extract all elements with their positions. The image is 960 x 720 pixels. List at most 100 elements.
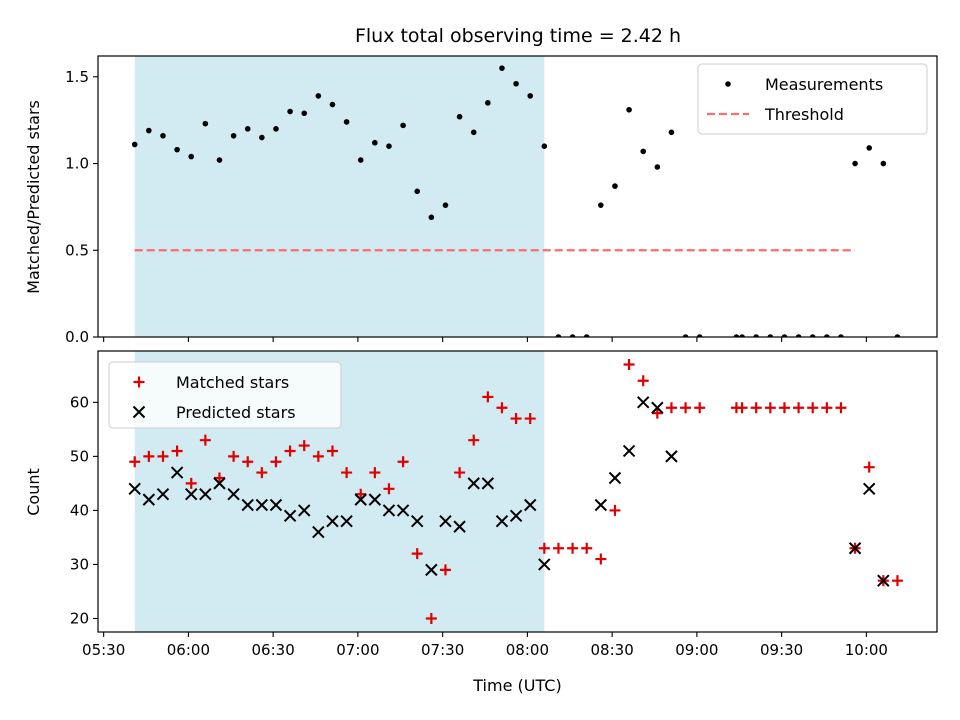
matched-stars-point-36 [637, 375, 649, 387]
predicted-stars-point-13 [312, 525, 325, 539]
measurement-point-24 [470, 129, 477, 136]
measurement-point-52 [880, 160, 887, 167]
bottom-legend: Matched stars Predicted stars [108, 361, 342, 429]
top-legend-label: Threshold [764, 105, 844, 124]
matched-stars-point-53 [891, 575, 903, 587]
measurement-point-41 [733, 334, 740, 337]
legend-measurements-marker [725, 81, 731, 87]
measurement-point-10 [273, 126, 279, 132]
matched-stars-point-47 [807, 402, 819, 414]
measurement-point-16 [357, 157, 364, 163]
xtick-label: 06:00 [167, 641, 210, 659]
measurement-point-45 [781, 334, 788, 337]
measurement-point-47 [809, 334, 816, 337]
matched-stars-point-30 [552, 542, 564, 554]
predicted-stars-point-32 [622, 444, 636, 458]
measurement-point-9 [259, 134, 265, 141]
matched-stars-point-0 [129, 456, 141, 468]
matched-stars-point-14 [326, 445, 338, 457]
top-data [131, 65, 901, 337]
matched-stars-point-17 [369, 467, 381, 479]
top-ytick-label: 1.0 [65, 155, 89, 173]
measurement-point-1 [146, 127, 152, 134]
measurement-point-23 [456, 113, 463, 120]
measurement-point-17 [372, 139, 378, 146]
matched-stars-point-48 [821, 402, 833, 414]
top-ylabel: Matched/Predicted stars [24, 100, 43, 294]
matched-stars-point-29 [538, 542, 550, 554]
measurement-point-53 [894, 334, 901, 337]
xtick-label: 08:30 [591, 641, 634, 659]
bottom-ytick-label: 30 [70, 555, 89, 573]
predicted-stars-point-14 [326, 515, 339, 528]
bottom-legend-box [108, 361, 342, 429]
predicted-stars-point-4 [185, 487, 198, 501]
predicted-stars-point-12 [298, 504, 311, 517]
matched-stars-point-44 [764, 402, 776, 414]
measurement-point-5 [202, 120, 209, 127]
predicted-stars-point-38 [877, 574, 890, 587]
measurement-point-33 [598, 202, 604, 208]
predicted-stars-point-21 [425, 563, 438, 577]
measurement-point-13 [315, 93, 322, 99]
predicted-stars-point-28 [524, 498, 537, 512]
xtick-label: 05:30 [82, 641, 125, 659]
predicted-stars-point-29 [538, 558, 551, 571]
measurement-point-6 [216, 157, 223, 163]
matched-stars-point-26 [496, 402, 508, 414]
measurement-point-49 [838, 334, 844, 337]
predicted-stars-point-9 [255, 498, 269, 512]
measurement-point-36 [640, 148, 647, 155]
measurement-point-4 [188, 153, 195, 160]
predicted-stars-point-37 [862, 482, 876, 496]
bottom-axes-frame [97, 350, 938, 633]
matched-stars-point-32 [581, 542, 593, 554]
measurement-point-14 [329, 101, 336, 108]
bottom-ytick-label: 40 [70, 501, 89, 519]
top-axes-frame [97, 55, 938, 338]
matched-stars-point-23 [454, 467, 466, 479]
bottom-legend-label: Predicted stars [176, 403, 296, 422]
measurement-point-50 [852, 160, 858, 167]
measurement-point-46 [795, 334, 802, 337]
measurement-point-29 [541, 143, 548, 149]
xtick-label: 08:00 [506, 641, 549, 659]
measurement-point-21 [428, 214, 435, 221]
measurement-point-28 [527, 93, 534, 99]
matched-stars-point-31 [567, 542, 579, 554]
xtick-label: 09:30 [760, 641, 803, 659]
predicted-stars-point-30 [594, 498, 608, 512]
chart-title: Flux total observing time = 2.42 h [355, 25, 681, 47]
matched-stars-point-38 [665, 402, 677, 414]
predicted-stars-point-1 [142, 493, 156, 506]
bottom-ylabel: Count [24, 468, 43, 516]
matched-stars-point-40 [694, 402, 706, 414]
legend-predicted-marker [132, 405, 146, 419]
predicted-stars-point-25 [481, 477, 495, 490]
predicted-stars-point-8 [241, 498, 254, 512]
measurement-point-34 [612, 183, 618, 189]
predicted-stars-point-24 [467, 477, 480, 490]
matched-stars-point-51 [863, 461, 875, 473]
predicted-stars-point-20 [411, 515, 424, 528]
bottom-ytick-label: 20 [70, 609, 89, 627]
top-panel: 0.0 0.5 1.0 1.5 Matched/Predicted stars Measu… [24, 55, 938, 346]
xtick-label: 09:00 [675, 641, 718, 659]
predicted-stars-point-19 [396, 504, 410, 517]
measurement-point-38 [668, 129, 675, 136]
measurement-point-25 [485, 100, 491, 106]
measurement-point-43 [753, 334, 760, 337]
matched-stars-point-1 [143, 450, 155, 462]
measurement-point-27 [513, 80, 519, 87]
measurement-point-18 [386, 143, 392, 149]
matched-stars-point-10 [270, 456, 282, 468]
measurement-point-15 [343, 119, 350, 125]
matched-stars-point-21 [425, 612, 437, 624]
predicted-stars-point-18 [382, 504, 396, 517]
predicted-stars-point-0 [128, 482, 141, 496]
predicted-stars-point-6 [213, 477, 226, 490]
predicted-stars-point-36 [848, 542, 862, 555]
matched-stars-point-18 [383, 483, 395, 495]
predicted-stars-point-27 [509, 509, 523, 523]
matched-stars-point-34 [609, 504, 621, 516]
